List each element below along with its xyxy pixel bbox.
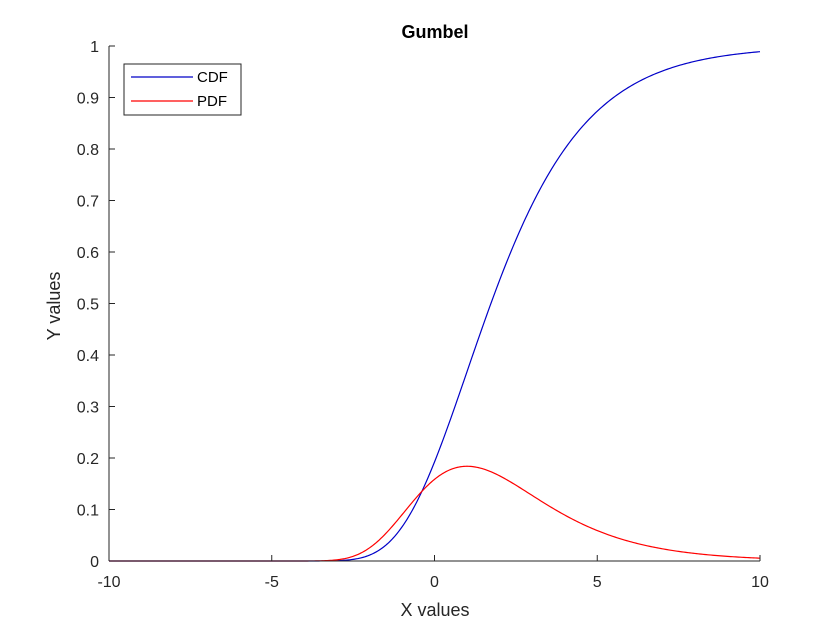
y-tick-label: 0.7 bbox=[77, 194, 99, 211]
y-axis-label: Y values bbox=[44, 272, 64, 341]
y-tick-label: 0.5 bbox=[77, 297, 99, 314]
series-line-pdf bbox=[109, 465, 761, 562]
y-tick-label: 0.1 bbox=[77, 503, 99, 520]
series-line-cdf bbox=[109, 51, 761, 562]
legend-box bbox=[123, 63, 242, 116]
legend-label-pdf: PDF bbox=[197, 93, 227, 110]
y-tick-label: 0.8 bbox=[77, 142, 99, 159]
x-tick-label: 0 bbox=[430, 574, 439, 591]
y-tick-label: 0.2 bbox=[77, 451, 99, 468]
y-tick-label: 0.9 bbox=[77, 91, 99, 108]
plot-area: -10 -5 0 5 10 0 0.1 0.2 0.3 0.4 0.5 0.6 0.7 0.8 0.9 1 bbox=[77, 39, 769, 591]
y-tick-label: 1 bbox=[90, 39, 99, 56]
x-tick-label: -10 bbox=[97, 574, 120, 591]
y-tick-label: 0 bbox=[90, 554, 99, 571]
chart-title: Gumbel bbox=[401, 22, 468, 42]
legend: CDF PDF bbox=[123, 63, 242, 116]
x-tick-label: -5 bbox=[265, 574, 279, 591]
y-tick-label: 0.6 bbox=[77, 245, 99, 262]
legend-label-cdf: CDF bbox=[197, 69, 228, 86]
x-tick-label: 10 bbox=[751, 574, 769, 591]
y-tick-label: 0.3 bbox=[77, 400, 99, 417]
y-tick-label: 0.4 bbox=[77, 348, 99, 365]
x-tick-label: 5 bbox=[593, 574, 602, 591]
x-axis-label: X values bbox=[400, 600, 469, 620]
